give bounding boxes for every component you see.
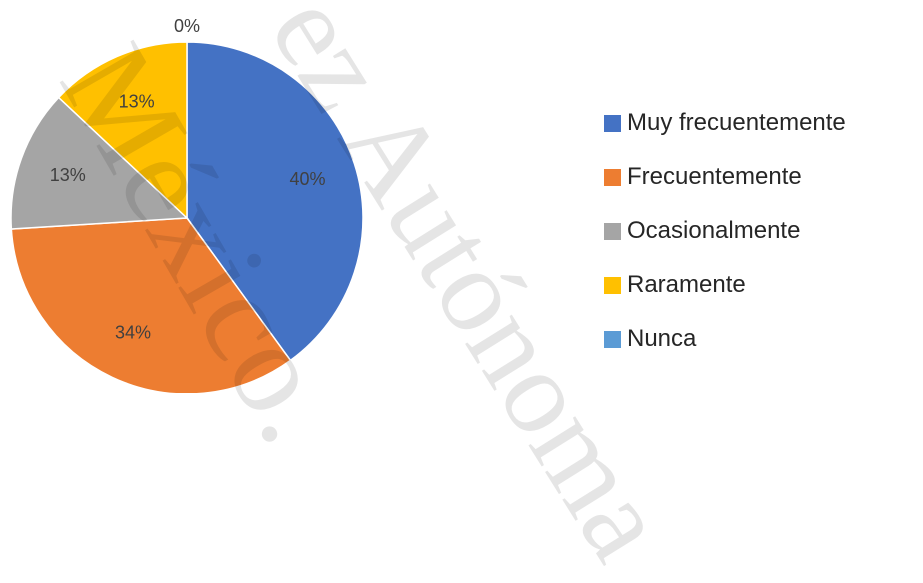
legend-swatch	[604, 222, 621, 240]
data-label-muy-frecuentemente: 40%	[290, 169, 326, 189]
pie-slice-frecuentemente	[10, 217, 292, 393]
pie-chart: 40% 34% 13% 13% 0%	[10, 16, 364, 393]
data-label-raramente: 13%	[119, 92, 155, 112]
legend-swatch	[604, 330, 621, 348]
legend-item-muy-frecuentemente: Muy frecuentemente	[604, 96, 846, 150]
data-label-nunca: 0%	[174, 16, 200, 36]
data-label-ocasionalmente: 13%	[50, 165, 86, 185]
pie-data-labels: 40% 34% 13% 13% 0%	[50, 16, 326, 343]
legend-swatch	[604, 168, 621, 186]
legend-swatch	[604, 114, 621, 132]
chart-legend: Muy frecuentemente Frecuentemente Ocasio…	[604, 96, 846, 366]
pie-slice-raramente	[57, 41, 188, 220]
legend-swatch	[604, 276, 621, 294]
legend-item-frecuentemente: Frecuentemente	[604, 150, 846, 204]
data-label-frecuentemente: 34%	[115, 323, 151, 343]
legend-label: Raramente	[627, 271, 746, 298]
legend-item-ocasionalmente: Ocasionalmente	[604, 204, 846, 258]
legend-label: Ocasionalmente	[627, 217, 801, 244]
legend-label: Muy frecuentemente	[627, 109, 846, 136]
pie-slice-muy-frecuentemente	[186, 41, 364, 362]
pie-slices	[10, 41, 364, 393]
legend-item-raramente: Raramente	[604, 258, 846, 312]
pie-slice-ocasionalmente	[10, 96, 189, 230]
legend-item-nunca: Nunca	[604, 312, 846, 366]
legend-label: Frecuentemente	[627, 163, 802, 190]
legend-label: Nunca	[627, 325, 697, 352]
